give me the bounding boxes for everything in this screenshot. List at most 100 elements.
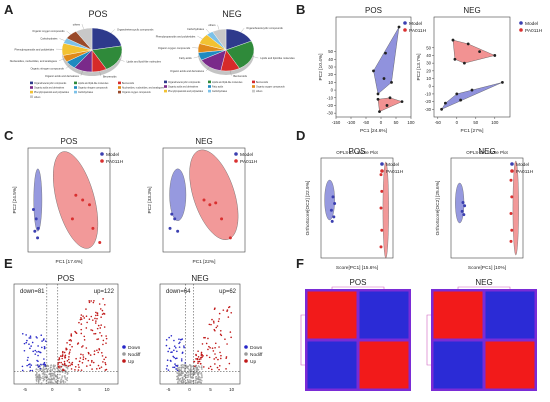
y-tick-label: -10 [327,95,334,100]
pie-leader-line [197,35,203,39]
pie-legend-swatch [208,80,211,84]
volcano-point-down [39,351,42,354]
volcano-point-nodiff [54,370,56,373]
volcano-point-down [43,361,46,364]
volcano-point-up [205,342,208,345]
legend-pa011h-label: PA011H [516,169,534,175]
volcano-point-up [80,353,82,356]
volcano-point-up [104,363,107,366]
x-tick-label: 0 [188,387,191,392]
volcano-point-nodiff [39,376,41,379]
volcano-point-up [230,336,232,339]
pie-legend-swatch [164,89,167,93]
volcano-point-down [29,347,31,350]
volcano-point-up [98,303,101,305]
volcano-point-up [208,323,211,326]
heatmap-cell [485,291,535,339]
volcano-point-down [28,343,30,346]
volcano-point-down [167,350,169,353]
y-tick-label: 10 [426,76,431,81]
volcano-point-nodiff [35,377,38,379]
volcano-point-nodiff [200,366,203,369]
pie-title-pos: POS [88,9,107,19]
pie-legend-label: Fatty acids [212,86,224,89]
volcano-point-up [216,366,219,369]
pie-slice-label: Lipids and lipid-like molecules [260,56,295,60]
volcano-point-up [225,356,228,358]
volcano-point-up [70,333,73,335]
volcano-point-down [27,356,29,359]
volcano-point-down [21,365,24,368]
volcano-point-up [203,336,205,339]
volcano-point-nodiff [38,373,40,376]
legend-model-marker [100,152,104,156]
volcano-point-up [66,360,69,362]
pie-slice-label: Benzenoids [103,74,117,78]
legend-label-up: Up [250,359,256,365]
pie-slice-label: Phenylpropanoids and polyketides [15,47,55,51]
volcano-point-up [94,332,97,335]
volcano-point-up [68,356,70,358]
pie-legend-swatch [118,86,121,89]
x-tick-label: -5 [166,387,170,392]
volcano-point-down [29,366,31,368]
volcano-point-nodiff [37,380,40,383]
heatmap-cell [307,341,357,389]
volcano-point-nodiff [197,371,199,374]
volcano-point-nodiff [61,371,64,374]
volcano-point-up [207,337,209,340]
volcano-point-up [213,322,215,324]
volcano-point-down [183,346,185,349]
y-tick-label: 50 [328,49,333,54]
volcano-point-nodiff [50,366,52,369]
volcano-point-down [29,337,32,339]
volcano-point-up [211,347,214,349]
volcano-point-down [21,369,24,372]
volcano-point-nodiff [52,382,55,384]
y-tick-label: -20 [425,99,432,104]
volcano-point-nodiff [50,383,52,385]
volcano-point-down [167,369,170,371]
volcano-point-nodiff [60,379,62,381]
volcano-point-up [59,355,62,357]
volcano-point-down [35,336,38,338]
volcano-point-down [37,365,40,368]
volcano-point-up [100,366,103,368]
volcano-point-up [218,365,221,367]
volcano-point-nodiff [53,379,56,381]
y-tick-label: 20 [426,68,431,73]
volcano-point-down [43,363,45,365]
volcano-point-nodiff [185,382,187,384]
volcano-point-up [225,368,227,370]
volcano-point-nodiff [53,377,56,380]
volcano-point-down [183,345,185,347]
volcano-point-up [83,317,86,319]
volcano-point-nodiff [35,382,38,385]
volcano-point-down [23,349,26,352]
volcano-point-up [220,354,222,357]
score-point [380,228,384,232]
volcano-point-up [67,365,70,367]
volcano-point-up [85,365,88,367]
volcano-point-down [174,346,177,349]
score-point [36,226,40,230]
volcano-point-nodiff [47,368,50,370]
legend-pa011h-label: PA011H [409,28,427,34]
volcano-point-nodiff [49,372,52,375]
volcano-point-up [94,317,96,320]
volcano-point-up [200,351,203,354]
confidence-ellipse-pa011h [512,160,519,256]
pca-point [400,100,404,104]
score-point [220,217,224,221]
volcano-point-up [229,331,232,333]
volcano-point-up [95,311,97,314]
volcano-point-down [181,351,184,354]
volcano-point-up [82,358,85,361]
pie-leader-line [193,56,200,59]
volcano-point-down [180,359,183,362]
volcano-point-up [198,358,201,361]
column-dendrogram [457,286,511,290]
pie-legend-label: Organic nitrogen compounds [78,87,108,90]
volcano-point-up [91,329,94,332]
pie-legend-label: Organic oxygen compounds [256,86,285,89]
